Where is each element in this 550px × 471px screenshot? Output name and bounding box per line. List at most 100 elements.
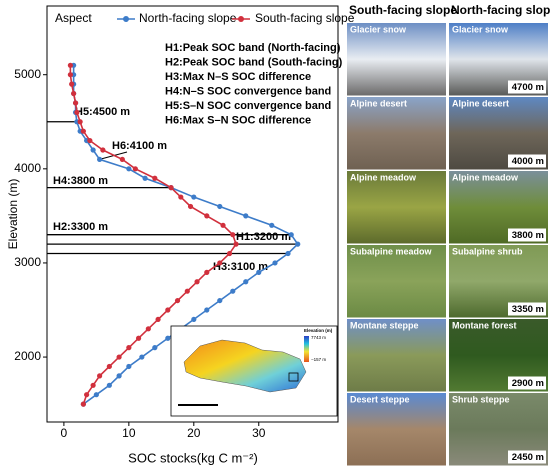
x-tick-label: 30 xyxy=(252,426,266,440)
y-tick-label: 5000 xyxy=(14,67,41,81)
note-line: H6:Max S–N SOC difference xyxy=(165,114,311,126)
data-point xyxy=(191,194,197,200)
data-point xyxy=(226,250,233,257)
data-point xyxy=(80,128,86,134)
legend-marker xyxy=(123,16,129,22)
photo-label: Shrub steppe xyxy=(452,394,510,404)
x-tick-label: 0 xyxy=(61,426,68,440)
data-point xyxy=(126,363,132,370)
photo xyxy=(347,23,446,96)
data-point xyxy=(165,307,171,313)
map-shape xyxy=(183,339,307,393)
annotation-label: H3:3100 m xyxy=(213,261,268,273)
data-point xyxy=(74,109,80,115)
x-tick-label: 20 xyxy=(187,426,201,440)
data-point xyxy=(168,185,174,191)
data-point xyxy=(126,345,132,351)
photo-elevation: 2450 m xyxy=(512,452,544,463)
data-point xyxy=(106,382,112,388)
data-point xyxy=(97,156,103,163)
inset-legend-high: 7743 m xyxy=(311,335,326,340)
elevation-badge xyxy=(508,228,546,242)
study-area xyxy=(288,372,299,382)
data-point xyxy=(90,147,96,153)
data-point xyxy=(243,213,249,219)
data-point xyxy=(217,260,223,266)
inset-map: Elevation (m) 7743 m −157 m xyxy=(170,325,338,417)
data-point xyxy=(194,279,200,285)
note-line: H2:Peak SOC band (South-facing) xyxy=(165,56,343,68)
data-point xyxy=(69,81,75,87)
elevation-badge xyxy=(508,154,546,168)
data-point xyxy=(295,241,301,247)
data-point xyxy=(72,100,79,106)
data-point xyxy=(204,307,210,313)
data-point xyxy=(90,382,96,388)
legend-label: South-facing slope xyxy=(255,11,355,25)
data-point xyxy=(87,137,93,144)
scale-bar xyxy=(178,404,218,406)
data-point xyxy=(116,373,122,379)
data-point xyxy=(204,269,210,275)
photo-label: Subalpine shrub xyxy=(452,246,523,256)
data-point xyxy=(152,175,158,181)
photo-label: Alpine meadow xyxy=(452,172,519,182)
elevation-badge xyxy=(508,302,546,316)
data-point xyxy=(145,326,151,332)
column-header: North-facing slope xyxy=(451,3,550,17)
data-point xyxy=(132,166,138,172)
data-point xyxy=(142,175,148,181)
photo-elevation: 3350 m xyxy=(512,304,544,315)
data-point xyxy=(152,345,158,351)
data-point xyxy=(165,335,171,341)
data-point xyxy=(217,297,223,304)
elevation-badge xyxy=(508,80,546,94)
photo-label: Glacier snow xyxy=(452,24,509,34)
data-point xyxy=(67,62,73,68)
y-axis-label: Elevation (m) xyxy=(6,179,20,250)
data-point xyxy=(71,90,77,97)
y-tick-label: 4000 xyxy=(14,161,41,175)
data-point xyxy=(230,288,236,294)
data-point xyxy=(191,316,197,323)
photo-elevation: 2900 m xyxy=(512,378,544,389)
photo-elevation: 4700 m xyxy=(512,82,544,93)
legend-marker xyxy=(238,16,244,22)
inset-legend-low: −157 m xyxy=(311,357,326,362)
data-point xyxy=(187,203,194,210)
data-point xyxy=(119,156,125,163)
note-line: H3:Max N–S SOC difference xyxy=(165,71,311,83)
plot-frame xyxy=(46,5,339,423)
data-point xyxy=(84,392,90,398)
data-point xyxy=(285,250,291,257)
photo xyxy=(347,393,446,466)
inset-legend-title: Elevation (m) xyxy=(304,328,333,333)
legend-label: North-facing slope xyxy=(139,11,237,25)
data-point xyxy=(269,222,275,228)
photo-label: Alpine meadow xyxy=(350,172,417,182)
photo-label: Montane steppe xyxy=(350,320,419,330)
photo-label: Montane forest xyxy=(452,320,517,330)
photo-elevation: 4000 m xyxy=(512,156,544,167)
x-axis-label: SOC stocks(kg C m⁻²) xyxy=(128,450,258,465)
elevation-badge xyxy=(508,450,546,464)
elevation-ramp xyxy=(304,336,309,362)
data-point xyxy=(243,279,249,285)
photo-label: Alpine desert xyxy=(350,98,407,108)
photo xyxy=(347,319,446,392)
y-tick-label: 2000 xyxy=(14,349,41,363)
data-point xyxy=(155,316,161,323)
data-point xyxy=(174,297,181,304)
photo-label: Alpine desert xyxy=(452,98,509,108)
data-point xyxy=(100,147,106,153)
annotation-label: H2:3300 m xyxy=(53,221,108,233)
annotation-label: H5:4500 m xyxy=(75,106,130,118)
note-line: H1:Peak SOC band (North-facing) xyxy=(165,42,341,54)
legend-title: Aspect xyxy=(55,11,92,25)
data-point xyxy=(126,166,132,172)
photo-label: Glacier snow xyxy=(350,24,407,34)
data-point xyxy=(204,213,210,219)
y-tick-label: 3000 xyxy=(14,255,41,269)
